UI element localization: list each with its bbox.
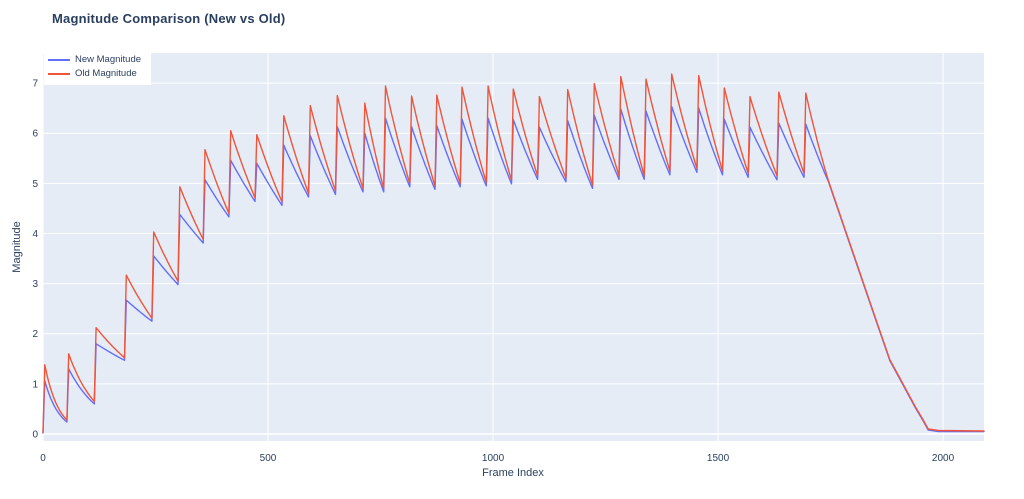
x-tick-label: 1000 — [482, 453, 505, 464]
x-tick-label: 2000 — [932, 453, 955, 464]
y-axis-title: Magnitude — [11, 221, 23, 273]
legend-item-new-magnitude[interactable]: New Magnitude — [48, 53, 141, 67]
y-tick-label: 0 — [32, 429, 38, 440]
new-line-swatch-icon — [48, 59, 70, 61]
new-magnitude-line — [42, 105, 985, 434]
y-tick-label: 4 — [32, 229, 38, 240]
y-tick-label: 2 — [32, 329, 38, 340]
y-tick-label: 5 — [32, 179, 38, 190]
x-tick-label: 1500 — [707, 453, 730, 464]
y-tick-label: 1 — [32, 379, 38, 390]
y-tick-label: 7 — [32, 79, 38, 90]
x-axis-title: Frame Index — [482, 467, 544, 479]
x-tick-label: 500 — [260, 453, 277, 464]
chart-title: Magnitude Comparison (New vs Old) — [52, 11, 286, 26]
legend-item-old-magnitude[interactable]: Old Magnitude — [48, 67, 141, 81]
legend-label: New Magnitude — [75, 54, 142, 65]
legend-label: Old Magnitude — [75, 68, 137, 79]
plot-area[interactable] — [43, 53, 984, 441]
legend: New Magnitude Old Magnitude — [44, 49, 152, 85]
old-line-swatch-icon — [48, 73, 70, 75]
old-magnitude-line — [42, 73, 985, 434]
y-tick-label: 6 — [32, 129, 38, 140]
x-tick-label: 0 — [40, 453, 46, 464]
y-tick-label: 3 — [32, 279, 38, 290]
